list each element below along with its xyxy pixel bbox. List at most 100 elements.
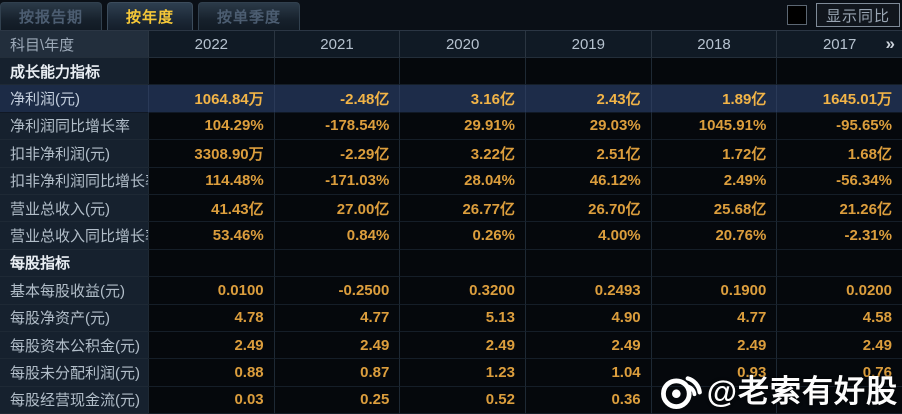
row-label: 每股指标 <box>0 249 148 278</box>
row-label: 净利润(元) <box>0 85 148 113</box>
value-cell: -2.29亿 <box>273 140 400 168</box>
row-label: 扣非净利润(元) <box>0 140 148 168</box>
value-cell <box>524 58 651 86</box>
row-label: 营业总收入同比增长率 <box>0 222 148 250</box>
tab-0[interactable]: 按报告期 <box>0 2 103 30</box>
value-cell: 0.87 <box>273 359 400 387</box>
value-cell: 27.00亿 <box>273 194 400 223</box>
value-cell: 114.48% <box>148 167 274 195</box>
value-cell: 4.77 <box>273 304 400 332</box>
value-cell: 29.03% <box>524 112 651 141</box>
value-cell: 4.58 <box>776 304 902 332</box>
value-cell: 0.2493 <box>524 277 651 305</box>
table-row[interactable]: 净利润(元) 1064.84万 -2.48亿 3.16亿 2.43亿 1.89亿 1645.… <box>0 85 902 113</box>
value-cell: 4.78 <box>148 304 274 332</box>
table-row[interactable]: 基本每股收益(元) 0.0100 -0.2500 0.3200 0.2493 0.1900… <box>0 277 902 305</box>
value-cell: 1064.84万 <box>148 85 274 113</box>
table-row[interactable]: 营业总收入同比增长率 53.46% 0.84% 0.26% 4.00% 20.76% -2.… <box>0 222 902 250</box>
value-cell: 1.72亿 <box>650 140 777 168</box>
value-cell: -0.2500 <box>273 277 400 305</box>
value-cell <box>650 386 777 414</box>
value-cell: 1.89亿 <box>650 85 777 113</box>
value-cell <box>776 249 902 278</box>
value-cell: 0.88 <box>148 359 274 387</box>
table-row[interactable]: 每股未分配利润(元) 0.88 0.87 1.23 1.04 0.93 0.76 <box>0 359 902 387</box>
value-cell: 2.49 <box>776 331 902 360</box>
value-cell: 46.12% <box>524 167 651 195</box>
value-cell <box>273 58 400 86</box>
value-cell: 21.26亿 <box>776 194 902 223</box>
tab-list: 按报告期 按年度 按单季度 <box>0 0 305 30</box>
table-row[interactable]: 扣非净利润同比增长率 114.48% -171.03% 28.04% 46.12% 2.4… <box>0 167 902 195</box>
value-cell <box>776 386 902 414</box>
value-cell: 0.26% <box>399 222 525 250</box>
table-row[interactable]: 每股资本公积金(元) 2.49 2.49 2.49 2.49 2.49 2.49 <box>0 331 902 360</box>
value-cell <box>399 58 525 86</box>
value-cell <box>776 58 902 86</box>
value-cell: 2.49 <box>399 331 525 360</box>
more-years-icon[interactable]: » <box>885 34 895 53</box>
tab-bar: 按报告期 按年度 按单季度 显示同比 <box>0 0 902 30</box>
row-label: 扣非净利润同比增长率 <box>0 167 148 195</box>
table-row[interactable]: 营业总收入(元) 41.43亿 27.00亿 26.77亿 26.70亿 25.68亿 21… <box>0 194 902 223</box>
value-cell: -178.54% <box>273 112 400 141</box>
value-cell <box>273 249 400 278</box>
year-header-2022: 2022 <box>148 31 274 57</box>
value-cell: -2.31% <box>776 222 902 250</box>
value-cell: 2.49% <box>650 167 777 195</box>
tab-2[interactable]: 按单季度 <box>198 2 301 30</box>
value-cell: 1.04 <box>524 359 651 387</box>
table-body: 成长能力指标 净利润(元) 1064.84万 -2.48亿 3.16亿 2.43亿 1.89… <box>0 58 902 414</box>
value-cell: -171.03% <box>273 167 400 195</box>
value-cell: 29.91% <box>399 112 525 141</box>
value-cell <box>148 249 274 278</box>
value-cell: 3.16亿 <box>399 85 525 113</box>
year-header-2021: 2021 <box>273 31 400 57</box>
value-cell: 1045.91% <box>650 112 777 141</box>
row-label: 每股净资产(元) <box>0 304 148 332</box>
table-row[interactable]: 每股经营现金流(元) 0.03 0.25 0.52 0.36 <box>0 386 902 414</box>
section-row: 每股指标 <box>0 249 902 278</box>
value-cell <box>650 58 777 86</box>
row-label: 基本每股收益(元) <box>0 277 148 305</box>
value-cell <box>399 249 525 278</box>
value-cell: -95.65% <box>776 112 902 141</box>
year-header-2019: 2019 <box>524 31 651 57</box>
year-header-2020: 2020 <box>399 31 525 57</box>
value-cell: 1645.01万 <box>776 85 902 113</box>
value-cell: 2.43亿 <box>524 85 651 113</box>
tab-1[interactable]: 按年度 <box>107 2 194 30</box>
value-cell: 53.46% <box>148 222 274 250</box>
row-label: 营业总收入(元) <box>0 194 148 223</box>
table-header: 科目\年度 2022 2021 2020 2019 2018 2017» <box>0 30 902 58</box>
value-cell <box>524 249 651 278</box>
table-row[interactable]: 每股净资产(元) 4.78 4.77 5.13 4.90 4.77 4.58 <box>0 304 902 332</box>
value-cell: 0.0200 <box>776 277 902 305</box>
value-cell: 0.1900 <box>650 277 777 305</box>
table-row[interactable]: 扣非净利润(元) 3308.90万 -2.29亿 3.22亿 2.51亿 1.72亿 1.6… <box>0 140 902 168</box>
value-cell: 0.84% <box>273 222 400 250</box>
row-label: 成长能力指标 <box>0 58 148 86</box>
value-cell: 26.77亿 <box>399 194 525 223</box>
year-header-2018: 2018 <box>650 31 777 57</box>
value-cell: 2.49 <box>273 331 400 360</box>
value-cell: 0.0100 <box>148 277 274 305</box>
value-cell: 28.04% <box>399 167 525 195</box>
value-cell <box>650 249 777 278</box>
year-header-2017: 2017» <box>776 31 902 57</box>
value-cell: 26.70亿 <box>524 194 651 223</box>
table-row[interactable]: 净利润同比增长率 104.29% -178.54% 29.91% 29.03% 1045.… <box>0 112 902 141</box>
value-cell: 2.49 <box>650 331 777 360</box>
section-row: 成长能力指标 <box>0 58 902 86</box>
value-cell: 1.68亿 <box>776 140 902 168</box>
value-cell: 0.03 <box>148 386 274 414</box>
value-cell: -2.48亿 <box>273 85 400 113</box>
value-cell: 2.49 <box>148 331 274 360</box>
yoy-controls: 显示同比 <box>786 3 900 27</box>
row-label: 每股未分配利润(元) <box>0 359 148 387</box>
show-yoy-checkbox[interactable] <box>786 5 807 25</box>
value-cell: 0.3200 <box>399 277 525 305</box>
show-yoy-label[interactable]: 显示同比 <box>815 3 900 27</box>
value-cell: 4.77 <box>650 304 777 332</box>
